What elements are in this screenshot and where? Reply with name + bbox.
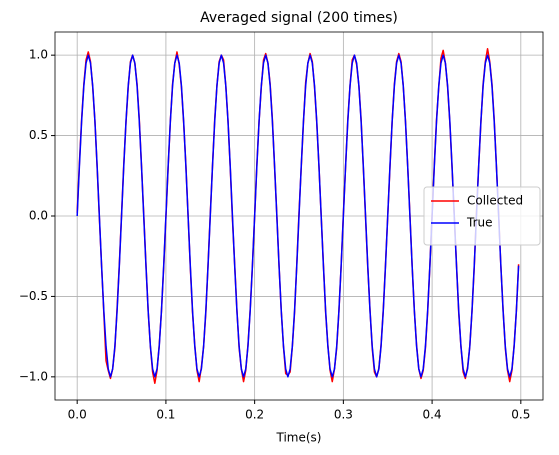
x-tick-label: 0.2 <box>245 408 264 422</box>
plot-frame <box>54 31 544 401</box>
x-tick-label: 0.1 <box>156 408 175 422</box>
x-tick-label: 0.4 <box>423 408 442 422</box>
chart-title: Averaged signal (200 times) <box>200 10 398 26</box>
y-tick-label: −0.5 <box>19 289 48 303</box>
series-line <box>76 54 520 378</box>
x-axis-label: Time(s) <box>276 431 322 445</box>
x-tick-label: 0.5 <box>511 408 530 422</box>
y-tick-label: 1.0 <box>29 48 48 62</box>
y-tick-label: 0.5 <box>29 128 48 142</box>
legend-label: True <box>466 216 493 230</box>
legend-label: Collected <box>467 194 523 208</box>
x-tick-label: 0.0 <box>68 408 87 422</box>
y-tick-label: 0.0 <box>29 209 48 223</box>
y-tick-label: −1.0 <box>19 369 48 383</box>
x-tick-label: 0.3 <box>334 408 353 422</box>
